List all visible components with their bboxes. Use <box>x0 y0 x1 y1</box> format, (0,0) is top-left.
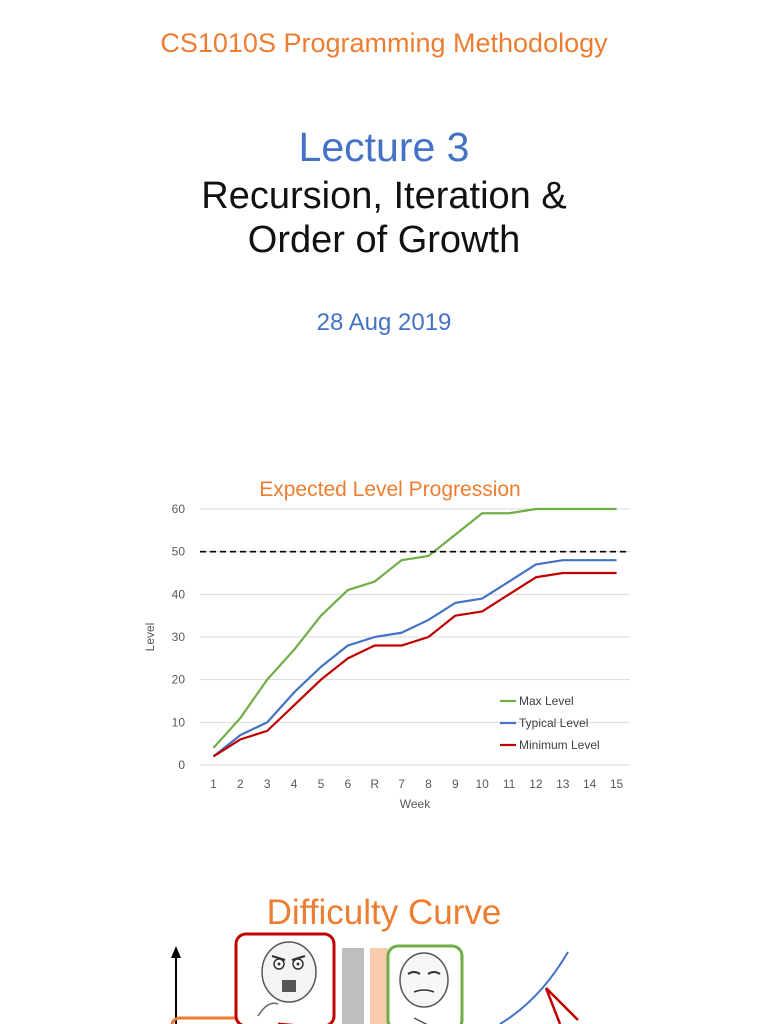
x-tick-label: 6 <box>344 777 351 791</box>
x-tick-label: 9 <box>452 777 459 791</box>
course-title: CS1010S Programming Methodology <box>160 28 608 58</box>
x-tick-label: R <box>370 777 379 791</box>
x-axis-title: Week <box>400 797 431 811</box>
y-tick-label: 60 <box>172 502 186 516</box>
x-tick-label: 12 <box>529 777 543 791</box>
difficulty-curve-title: Difficulty Curve <box>266 893 502 932</box>
x-tick-label: 4 <box>291 777 298 791</box>
x-tick-label: 10 <box>476 777 490 791</box>
difficulty-curve-line <box>499 951 569 1024</box>
x-tick-label: 11 <box>503 777 516 791</box>
y-tick-label: 30 <box>172 630 186 644</box>
series-line <box>212 571 617 758</box>
y-tick-label: 0 <box>178 758 185 772</box>
x-tick-label: 2 <box>237 777 244 791</box>
grey-bar <box>342 948 364 1024</box>
lecture-title-line-1: Recursion, Iteration & <box>201 175 567 217</box>
y-tick-label: 50 <box>172 545 186 559</box>
lecture-date: 28 Aug 2019 <box>316 309 452 336</box>
angry-face-icon <box>234 932 336 1024</box>
x-tick-label: 5 <box>318 777 325 791</box>
chart-title: Expected Level Progression <box>259 478 521 501</box>
difficulty-curve-illustration <box>170 932 579 1024</box>
series-line <box>212 559 617 758</box>
skeptical-face-icon <box>386 944 464 1024</box>
y-tick-label: 20 <box>172 673 186 687</box>
lecture-title: Recursion, Iteration & Order of Growth <box>0 174 768 262</box>
x-tick-label: 1 <box>210 777 217 791</box>
lecture-title-line-2: Order of Growth <box>247 219 521 261</box>
x-tick-label: 3 <box>264 777 271 791</box>
legend-label: Typical Level <box>519 716 588 730</box>
lecture-number: Lecture 3 <box>298 124 470 170</box>
level-progression-chart: 0 10 20 30 40 50 60 1 2 3 4 5 6 R 7 8 9 10 11 12 13 14 15 Week L… <box>130 470 650 820</box>
series-line <box>212 507 617 749</box>
peach-bar <box>370 948 388 1024</box>
legend-label: Minimum Level <box>519 738 600 752</box>
orange-frame <box>170 1016 252 1024</box>
y-tick-label: 10 <box>172 715 186 729</box>
x-tick-label: 8 <box>425 777 432 791</box>
x-tick-label: 14 <box>583 777 597 791</box>
y-axis-title: Level <box>143 623 157 652</box>
y-tick-label: 40 <box>172 587 186 601</box>
axis-arrow-icon <box>171 946 181 1024</box>
legend-label: Max Level <box>519 694 574 708</box>
x-tick-label: 13 <box>556 777 570 791</box>
red-pointer-icon <box>544 987 579 1024</box>
x-tick-label: 15 <box>610 777 624 791</box>
x-tick-label: 7 <box>398 777 405 791</box>
